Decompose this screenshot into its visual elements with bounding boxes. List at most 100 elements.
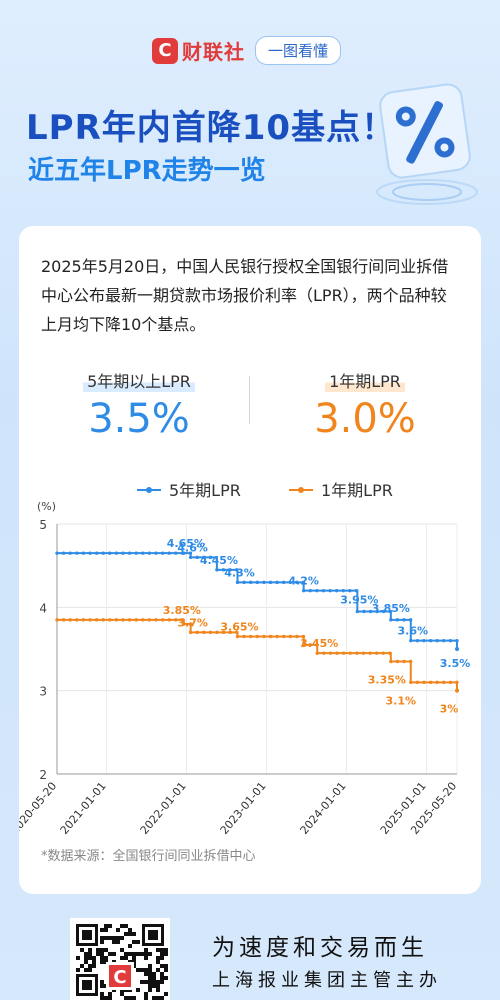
series-point	[88, 551, 92, 555]
series-point	[455, 647, 459, 651]
y-tick-label: 3	[39, 685, 47, 699]
series-point	[134, 551, 138, 555]
data-label: 3.95%	[340, 594, 378, 607]
series-point	[75, 618, 79, 622]
series-point	[409, 638, 413, 643]
series-point	[275, 634, 279, 639]
series-point	[141, 551, 145, 555]
series-point	[389, 659, 393, 664]
data-label: 3.1%	[386, 694, 417, 707]
series-point	[235, 630, 239, 635]
brand-logo-icon: C	[152, 37, 178, 64]
series-point	[321, 588, 326, 593]
series-point	[328, 588, 332, 593]
series-point	[448, 638, 453, 643]
series-point	[408, 659, 413, 664]
series-point	[395, 618, 400, 622]
series-point	[262, 634, 266, 639]
y-tick-label: 2	[39, 768, 47, 782]
x-tick-label: 2023-01-01	[218, 780, 269, 836]
series-point	[208, 630, 213, 635]
data-label: 3.6%	[398, 625, 429, 638]
series-point	[315, 651, 319, 655]
series-point	[389, 618, 393, 622]
series-point	[94, 618, 99, 622]
series-point	[442, 638, 446, 643]
series-point	[108, 551, 112, 555]
series-point	[408, 618, 413, 622]
series-point	[188, 551, 193, 555]
slogan-line-2: 上海报业集团主管主办	[212, 970, 442, 991]
series-point	[221, 630, 226, 635]
series-point	[180, 618, 185, 622]
series-point	[348, 588, 352, 593]
series-point	[374, 651, 379, 655]
series-point	[315, 588, 319, 593]
data-label: 4.65%	[167, 537, 205, 550]
series-point	[388, 651, 392, 655]
series-point	[202, 630, 206, 635]
series-point	[455, 680, 459, 685]
series-point	[368, 609, 373, 614]
data-label: 3%	[440, 703, 459, 716]
legend-swatch-dot	[146, 487, 152, 493]
legend-entry: 5年期LPR	[169, 481, 241, 500]
series-point	[235, 580, 240, 585]
stat-divider	[249, 376, 250, 424]
stat-1y-label: 1年期LPR	[325, 368, 405, 392]
series-point	[262, 580, 266, 585]
series-point	[402, 659, 406, 664]
series-point	[114, 618, 119, 622]
series-point	[55, 551, 59, 555]
series-point	[221, 568, 226, 572]
brand-header: C 财联社 一图看懂	[152, 36, 342, 65]
series-point	[188, 630, 193, 635]
series-point	[282, 580, 286, 585]
series-point	[301, 643, 306, 647]
series-point	[322, 651, 326, 655]
series-point	[154, 551, 158, 555]
series-point	[402, 618, 406, 622]
series-point	[188, 555, 193, 560]
series-point	[249, 634, 253, 639]
slogan: 为速度和交易而生 上海报业集团主管主办	[212, 928, 442, 992]
series-point	[361, 651, 366, 655]
series-point	[388, 609, 393, 614]
series-point	[202, 555, 206, 560]
page-title: LPR年内首降10基点！	[26, 108, 397, 148]
series-point	[301, 588, 306, 593]
series-point	[375, 609, 379, 614]
series-point	[174, 618, 178, 622]
data-label: 3.85%	[163, 604, 201, 617]
series-point	[355, 609, 360, 614]
series-point	[195, 630, 199, 635]
series-point	[275, 580, 279, 585]
data-label: 4.6%	[177, 541, 208, 554]
series-point	[335, 651, 339, 655]
series-point	[101, 618, 105, 622]
series-point	[242, 634, 246, 639]
qr-code-icon: C	[70, 918, 170, 1000]
percent-icon	[376, 83, 478, 205]
series-point	[415, 680, 420, 685]
series-point	[108, 618, 112, 622]
series-point	[428, 638, 433, 643]
series-point	[381, 651, 385, 655]
stat-5y-value: 3.5%	[88, 396, 190, 442]
series-point	[341, 651, 346, 655]
series-point	[341, 588, 345, 593]
x-tick-label: 2021-01-01	[58, 780, 109, 836]
brand-name: 财联社	[182, 40, 245, 64]
series-point	[174, 551, 178, 555]
series-point	[362, 609, 366, 614]
data-label: 3.85%	[372, 602, 410, 615]
series-point	[195, 555, 199, 560]
y-axis-label: (%)	[37, 500, 56, 513]
data-label: 4.2%	[288, 575, 319, 588]
stat-1y: 1年期LPR 3.0%	[265, 368, 465, 442]
series-point	[228, 630, 232, 635]
series-point	[268, 580, 273, 585]
series-point	[147, 551, 152, 555]
series-point	[114, 551, 119, 555]
